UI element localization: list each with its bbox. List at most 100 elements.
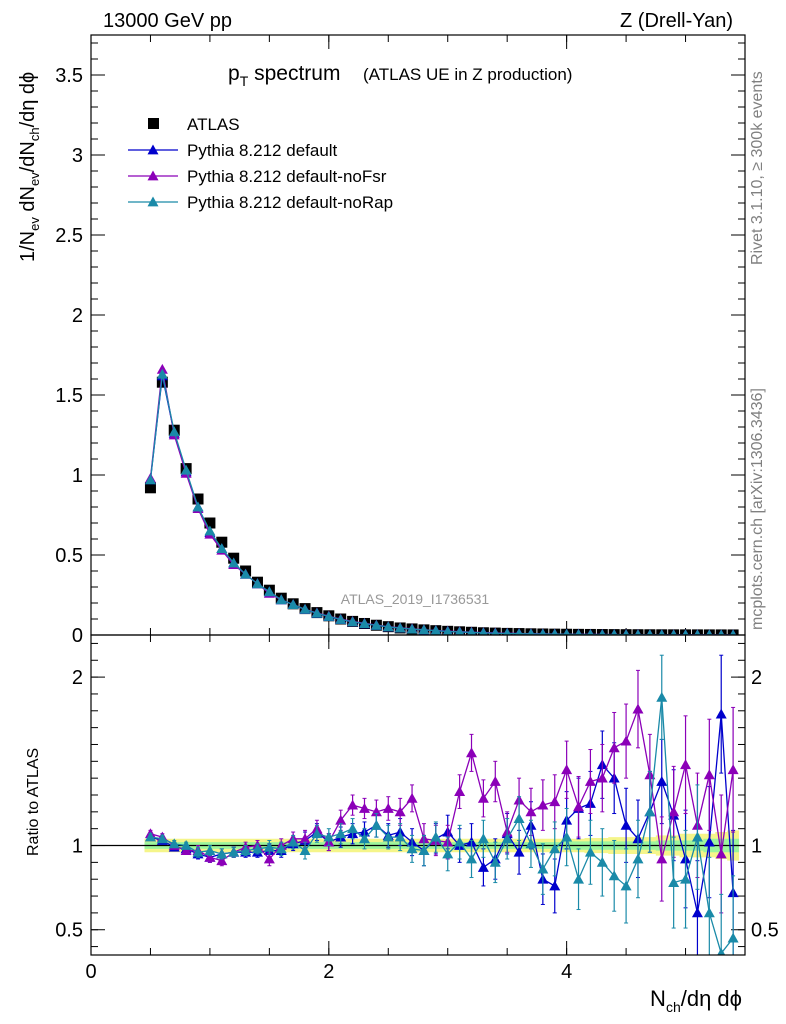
mc-point xyxy=(287,599,299,609)
ratio-point xyxy=(240,845,252,855)
ratio-y-tick-label-right: 1 xyxy=(751,836,762,858)
mc-point xyxy=(263,586,275,597)
ratio-point xyxy=(442,848,454,859)
mc-point xyxy=(467,626,476,635)
ratio-point xyxy=(358,802,370,813)
legend-marker xyxy=(147,144,159,155)
data-point xyxy=(204,517,216,529)
ratio-point xyxy=(192,846,204,857)
ratio-point xyxy=(501,833,513,844)
y-tick-label: 0 xyxy=(72,625,83,647)
ratio-point xyxy=(180,840,192,850)
mc-point xyxy=(515,628,523,635)
ratio-point xyxy=(477,861,489,872)
ratio-point xyxy=(418,845,430,855)
y-tick-label: 3.5 xyxy=(55,65,83,87)
ratio-point xyxy=(466,853,478,864)
ratio-point xyxy=(204,851,216,862)
ratio-point xyxy=(715,848,727,859)
ratio-point xyxy=(394,831,406,842)
ratio-point xyxy=(347,799,359,810)
mc-point xyxy=(418,624,430,635)
ratio-point xyxy=(596,856,608,867)
analysis-label: ATLAS_2019_I1736531 xyxy=(341,591,490,607)
ratio-point xyxy=(466,747,478,758)
x-tick-label: 0 xyxy=(85,961,96,983)
mc-point xyxy=(730,629,737,635)
ratio-point xyxy=(668,877,680,887)
mc-point xyxy=(335,613,347,624)
ratio-point xyxy=(525,838,537,849)
ratio-line xyxy=(150,697,734,955)
ratio-point xyxy=(406,792,418,803)
ratio-series-group xyxy=(144,654,739,955)
ratio-point xyxy=(382,831,394,842)
ratio-point xyxy=(717,947,726,955)
ratio-point xyxy=(680,873,692,884)
legend-entry-3: Pythia 8.212 default-noRap xyxy=(128,193,393,212)
legend-label: Pythia 8.212 default xyxy=(187,141,338,160)
legend-marker xyxy=(148,118,159,129)
ratio-point xyxy=(156,833,168,844)
ratio-point xyxy=(430,831,442,842)
mc-point xyxy=(610,629,618,635)
ratio-point xyxy=(335,814,347,825)
ratio-point xyxy=(549,796,561,807)
ratio-point xyxy=(180,845,192,855)
ratio-point xyxy=(477,833,489,844)
legend-label: Pythia 8.212 default-noFsr xyxy=(187,167,387,186)
mc-point xyxy=(382,621,394,632)
mc-point xyxy=(311,607,323,618)
ratio-point xyxy=(668,806,680,817)
ratio-point xyxy=(216,848,228,859)
mc-point xyxy=(204,525,216,536)
mc-point xyxy=(406,623,418,634)
mc-point xyxy=(370,619,382,630)
ratio-point xyxy=(703,907,715,918)
mc-point xyxy=(299,603,311,614)
y-tick-label: 0.5 xyxy=(55,545,83,567)
x-tick-label: 2 xyxy=(323,961,334,983)
ratio-line xyxy=(150,714,734,914)
mc-point xyxy=(706,629,713,635)
mc-point xyxy=(658,629,665,635)
mc-point xyxy=(323,610,335,621)
ratio-point xyxy=(477,792,489,803)
ratio-y-tick-label-right: 0.5 xyxy=(751,920,779,942)
ratio-point xyxy=(656,691,668,702)
mc-point xyxy=(694,629,701,635)
mc-point xyxy=(156,368,168,379)
ratio-point xyxy=(561,764,573,775)
ratio-point xyxy=(608,742,620,753)
x-tick-label: 4 xyxy=(561,961,572,983)
ratio-point xyxy=(584,776,596,786)
ratio-point xyxy=(204,845,216,855)
y-tick-label: 2.5 xyxy=(55,225,83,247)
mc-point xyxy=(539,628,547,635)
ratio-point xyxy=(299,845,311,855)
ratio-point xyxy=(680,759,692,770)
y-tick-label: 2 xyxy=(72,305,83,327)
ratio-point xyxy=(656,853,668,864)
ratio-point xyxy=(454,786,466,797)
ratio-point xyxy=(632,853,644,864)
mc-point xyxy=(430,625,442,635)
ratio-point xyxy=(299,833,311,844)
mc-point xyxy=(228,557,240,568)
data-point xyxy=(156,376,168,388)
ratio-point xyxy=(703,769,715,780)
ratio-axes: 0.5 0.5 1 1 2 2 xyxy=(55,642,779,948)
mc-point xyxy=(144,474,156,485)
ratio-point xyxy=(216,855,228,866)
legend-marker xyxy=(147,196,159,207)
ratio-point xyxy=(549,843,561,854)
legend-entry-2: Pythia 8.212 default-noFsr xyxy=(128,167,387,186)
ratio-series-2 xyxy=(144,654,739,955)
mc-point xyxy=(240,568,252,579)
mc-point xyxy=(587,628,594,635)
ratio-point xyxy=(525,806,537,817)
ratio-point xyxy=(489,856,501,867)
ratio-point xyxy=(275,843,287,854)
ratio-point xyxy=(584,846,596,857)
